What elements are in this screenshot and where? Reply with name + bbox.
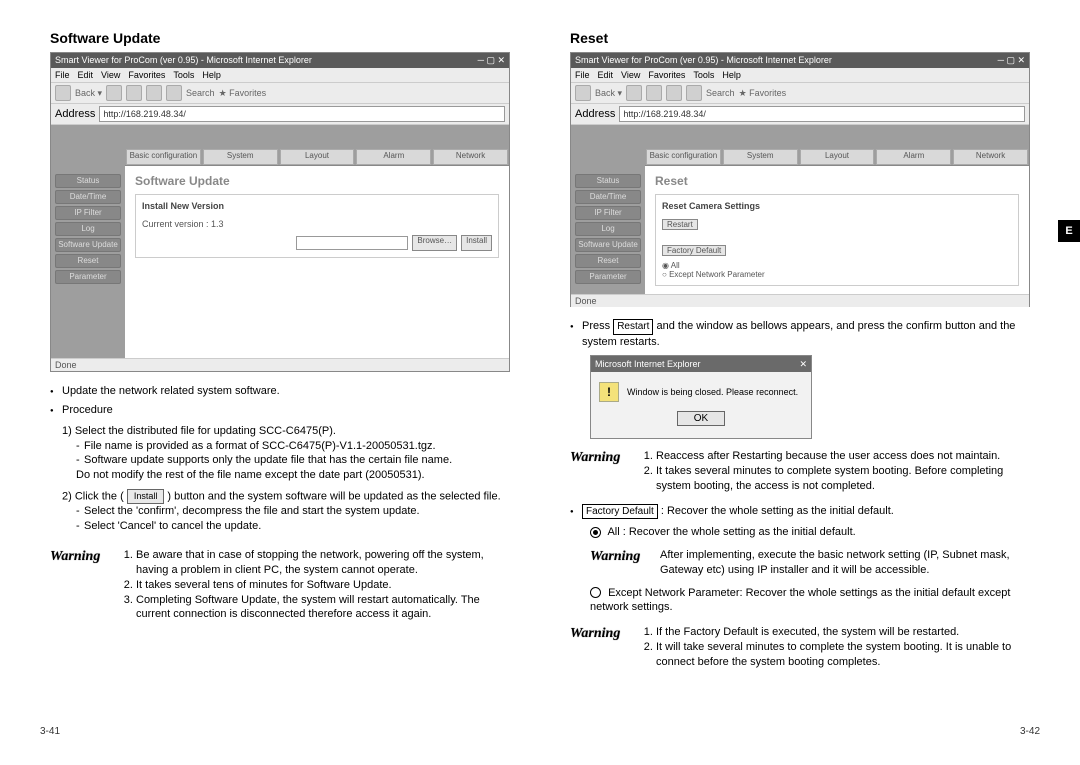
body-text: Press Restart and the window as bellows … xyxy=(570,319,1030,670)
page-spread: Software Update Smart Viewer for ProCom … xyxy=(0,0,1080,765)
file-input xyxy=(296,236,408,250)
page-number: 3-42 xyxy=(1020,726,1040,737)
stop-icon xyxy=(126,85,142,101)
top-tabs: Basic configuration System Layout Alarm … xyxy=(125,149,509,166)
browser-toolbar: Back ▾ Search ★ Favorites xyxy=(51,83,509,104)
status-bar: Done xyxy=(51,358,509,371)
page-title: Reset xyxy=(570,30,1030,46)
reset-groupbox: Reset Camera Settings Restart Factory De… xyxy=(655,194,1019,286)
back-icon xyxy=(575,85,591,101)
window-titlebar: Smart Viewer for ProCom (ver 0.95) - Mic… xyxy=(51,53,509,68)
restart-label-box: Restart xyxy=(613,319,653,335)
factory-default-button: Factory Default xyxy=(662,245,726,256)
restart-button: Restart xyxy=(662,219,698,230)
right-page: Reset Smart Viewer for ProCom (ver 0.95)… xyxy=(540,30,1080,745)
address-bar: Address http://168.219.48.34/ xyxy=(51,104,509,125)
page-title: Software Update xyxy=(50,30,510,46)
sidebar-item: Status xyxy=(55,174,121,188)
ok-button: OK xyxy=(677,411,725,426)
fwd-icon xyxy=(106,85,122,101)
install-button: Install xyxy=(461,235,492,251)
edge-tab-e: E xyxy=(1058,220,1080,242)
install-groupbox: Install New Version Current version : 1.… xyxy=(135,194,499,258)
sidebar: Status Date/Time IP Filter Log Software … xyxy=(51,125,125,358)
left-page: Software Update Smart Viewer for ProCom … xyxy=(0,30,540,745)
install-inline-button: Install xyxy=(127,489,165,504)
window-controls: ─ ▢ ✕ xyxy=(478,55,505,66)
warning-label: Warning xyxy=(50,548,110,622)
close-icon: ✕ xyxy=(799,358,807,370)
confirm-dialog: Microsoft Internet Explorer ✕ ! Window i… xyxy=(590,355,812,439)
screenshot-software-update: Smart Viewer for ProCom (ver 0.95) - Mic… xyxy=(50,52,510,372)
browse-button: Browse… xyxy=(412,235,457,251)
warning-icon: ! xyxy=(599,382,619,402)
address-field: http://168.219.48.34/ xyxy=(99,106,505,122)
window-title-text: Smart Viewer for ProCom (ver 0.95) - Mic… xyxy=(55,55,312,66)
home-icon xyxy=(166,85,182,101)
factory-default-label-box: Factory Default xyxy=(582,504,658,520)
screenshot-reset: Smart Viewer for ProCom (ver 0.95) - Mic… xyxy=(570,52,1030,307)
radio-all-icon xyxy=(590,527,601,538)
refresh-icon xyxy=(146,85,162,101)
browser-menu: File Edit View Favorites Tools Help xyxy=(51,68,509,83)
back-icon xyxy=(55,85,71,101)
radio-except-icon xyxy=(590,587,601,598)
body-text: Update the network related system softwa… xyxy=(50,384,510,622)
content-panel: Software Update Install New Version Curr… xyxy=(125,166,509,358)
page-number: 3-41 xyxy=(40,726,60,737)
